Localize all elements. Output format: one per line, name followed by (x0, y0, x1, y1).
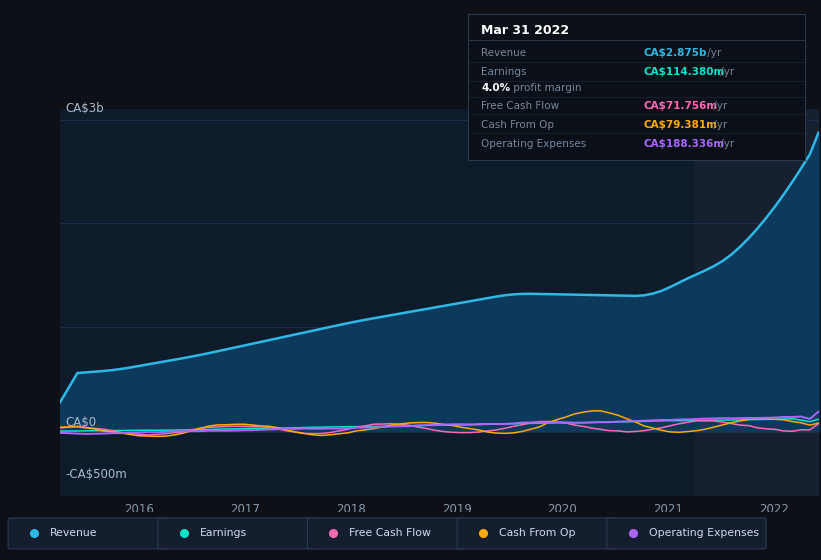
Text: Revenue: Revenue (50, 529, 98, 538)
FancyBboxPatch shape (158, 518, 317, 549)
Text: CA$3b: CA$3b (65, 102, 103, 115)
Text: Free Cash Flow: Free Cash Flow (350, 529, 431, 538)
Text: CA$71.756m: CA$71.756m (643, 101, 718, 111)
Text: Cash From Op: Cash From Op (499, 529, 576, 538)
Text: /yr: /yr (717, 138, 734, 148)
FancyBboxPatch shape (457, 518, 617, 549)
Text: Earnings: Earnings (200, 529, 247, 538)
Text: Earnings: Earnings (481, 67, 527, 77)
Bar (695, 109, 819, 496)
FancyBboxPatch shape (607, 518, 766, 549)
Text: Operating Expenses: Operating Expenses (481, 138, 587, 148)
Text: Free Cash Flow: Free Cash Flow (481, 101, 560, 111)
Text: CA$188.336m: CA$188.336m (643, 138, 724, 148)
Text: 4.0%: 4.0% (481, 83, 511, 94)
Text: -CA$500m: -CA$500m (65, 468, 127, 481)
Text: CA$114.380m: CA$114.380m (643, 67, 724, 77)
FancyBboxPatch shape (308, 518, 467, 549)
Text: /yr: /yr (704, 48, 721, 58)
Text: /yr: /yr (710, 101, 727, 111)
Text: CA$0: CA$0 (65, 416, 96, 429)
FancyBboxPatch shape (8, 518, 167, 549)
Text: Mar 31 2022: Mar 31 2022 (481, 24, 570, 37)
Text: Cash From Op: Cash From Op (481, 120, 554, 130)
Text: /yr: /yr (710, 120, 727, 130)
Text: profit margin: profit margin (510, 83, 581, 94)
Text: Revenue: Revenue (481, 48, 526, 58)
Text: CA$79.381m: CA$79.381m (643, 120, 717, 130)
Text: Operating Expenses: Operating Expenses (649, 529, 759, 538)
Text: CA$2.875b: CA$2.875b (643, 48, 707, 58)
Text: /yr: /yr (717, 67, 734, 77)
